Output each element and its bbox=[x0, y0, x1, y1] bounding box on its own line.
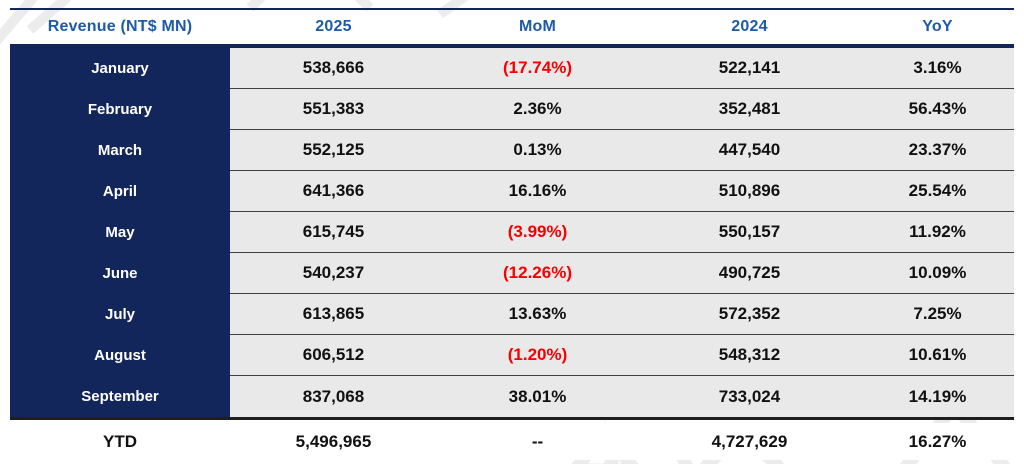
month-cell: July bbox=[10, 294, 230, 335]
ytd-value-mom: -- bbox=[437, 423, 638, 460]
value-yoy-cell: 3.16% bbox=[861, 48, 1014, 89]
month-cell: April bbox=[10, 171, 230, 212]
value-mom-cell: 2.36% bbox=[437, 89, 638, 130]
value-2025-cell: 606,512 bbox=[230, 335, 437, 376]
table-title: Revenue (NT$ MN) bbox=[47, 18, 193, 35]
value-mom-cell: (17.74%) bbox=[437, 48, 638, 89]
month-cell: June bbox=[10, 253, 230, 294]
column-header-2024: 2024 bbox=[731, 18, 768, 35]
column-header-yoy: YoY bbox=[922, 18, 953, 35]
value-yoy-cell: 11.92% bbox=[861, 212, 1014, 253]
ytd-value-2025: 5,496,965 bbox=[230, 423, 437, 460]
value-2024-cell: 572,352 bbox=[638, 294, 861, 335]
ytd-label: YTD bbox=[10, 423, 230, 460]
month-cell: March bbox=[10, 130, 230, 171]
table-bottom-rule bbox=[10, 417, 1014, 420]
value-2025-cell: 540,237 bbox=[230, 253, 437, 294]
month-cell: January bbox=[10, 48, 230, 89]
ytd-row: YTD 5,496,965 -- 4,727,629 16.27% bbox=[10, 420, 1014, 460]
month-cell: August bbox=[10, 335, 230, 376]
value-yoy-cell: 14.19% bbox=[861, 376, 1014, 417]
value-mom-cell: 16.16% bbox=[437, 171, 638, 212]
value-2025-cell: 641,366 bbox=[230, 171, 437, 212]
value-2025-cell: 837,068 bbox=[230, 376, 437, 417]
value-2024-cell: 352,481 bbox=[638, 89, 861, 130]
value-yoy-cell: 23.37% bbox=[861, 130, 1014, 171]
value-mom-cell: 38.01% bbox=[437, 376, 638, 417]
value-2024-cell: 733,024 bbox=[638, 376, 861, 417]
value-mom-cell: 13.63% bbox=[437, 294, 638, 335]
column-header-2025: 2025 bbox=[315, 18, 352, 35]
value-mom-cell: (3.99%) bbox=[437, 212, 638, 253]
month-cell: September bbox=[10, 376, 230, 417]
value-mom-cell: (1.20%) bbox=[437, 335, 638, 376]
value-yoy-cell: 7.25% bbox=[861, 294, 1014, 335]
value-2024-cell: 447,540 bbox=[638, 130, 861, 171]
value-2025-cell: 615,745 bbox=[230, 212, 437, 253]
value-yoy-cell: 10.09% bbox=[861, 253, 1014, 294]
table-header: Revenue (NT$ MN) 2025 MoM 2024 YoY bbox=[10, 8, 1014, 48]
value-2024-cell: 490,725 bbox=[638, 253, 861, 294]
value-yoy-cell: 10.61% bbox=[861, 335, 1014, 376]
ytd-value-yoy: 16.27% bbox=[861, 423, 1014, 460]
value-2025-cell: 538,666 bbox=[230, 48, 437, 89]
month-cell: February bbox=[10, 89, 230, 130]
value-2024-cell: 550,157 bbox=[638, 212, 861, 253]
value-2024-cell: 548,312 bbox=[638, 335, 861, 376]
value-mom-cell: (12.26%) bbox=[437, 253, 638, 294]
value-2025-cell: 613,865 bbox=[230, 294, 437, 335]
value-2024-cell: 510,896 bbox=[638, 171, 861, 212]
revenue-table: Revenue (NT$ MN) 2025 MoM 2024 YoY Janua… bbox=[10, 8, 1014, 460]
value-2025-cell: 552,125 bbox=[230, 130, 437, 171]
value-2024-cell: 522,141 bbox=[638, 48, 861, 89]
column-header-mom: MoM bbox=[518, 18, 557, 35]
value-2025-cell: 551,383 bbox=[230, 89, 437, 130]
ytd-value-2024: 4,727,629 bbox=[638, 423, 861, 460]
month-cell: May bbox=[10, 212, 230, 253]
table-body: January 538,666 (17.74%) 522,141 3.16% Februa… bbox=[10, 48, 1014, 417]
value-yoy-cell: 56.43% bbox=[861, 89, 1014, 130]
value-yoy-cell: 25.54% bbox=[861, 171, 1014, 212]
value-mom-cell: 0.13% bbox=[437, 130, 638, 171]
